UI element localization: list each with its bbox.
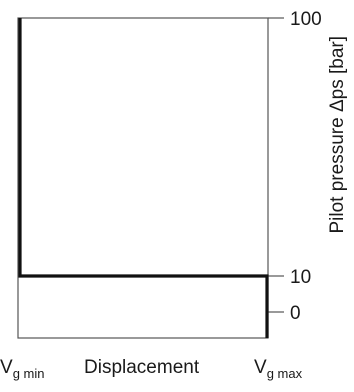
x-tick-label-vg-min-sub: g min [13, 366, 45, 381]
y-tick-label-100: 100 [290, 9, 322, 30]
x-tick-label-vg-max-sub: g max [267, 366, 303, 381]
x-tick-label-vg-max: Vg max [254, 357, 303, 381]
x-tick-label-vg-max-main: V [254, 357, 267, 378]
x-tick-label-vg-min: Vg min [0, 357, 44, 381]
x-tick-label-vg-min-main: V [0, 357, 13, 378]
y-axis-title: Pilot pressure Δps [bar] [327, 36, 348, 234]
plot-frame [17, 17, 269, 339]
y-tick-label-0: 0 [290, 303, 301, 324]
y-tick-label-10: 10 [290, 267, 311, 288]
x-axis-title: Displacement [84, 357, 200, 378]
pressure-curve [18, 18, 269, 338]
